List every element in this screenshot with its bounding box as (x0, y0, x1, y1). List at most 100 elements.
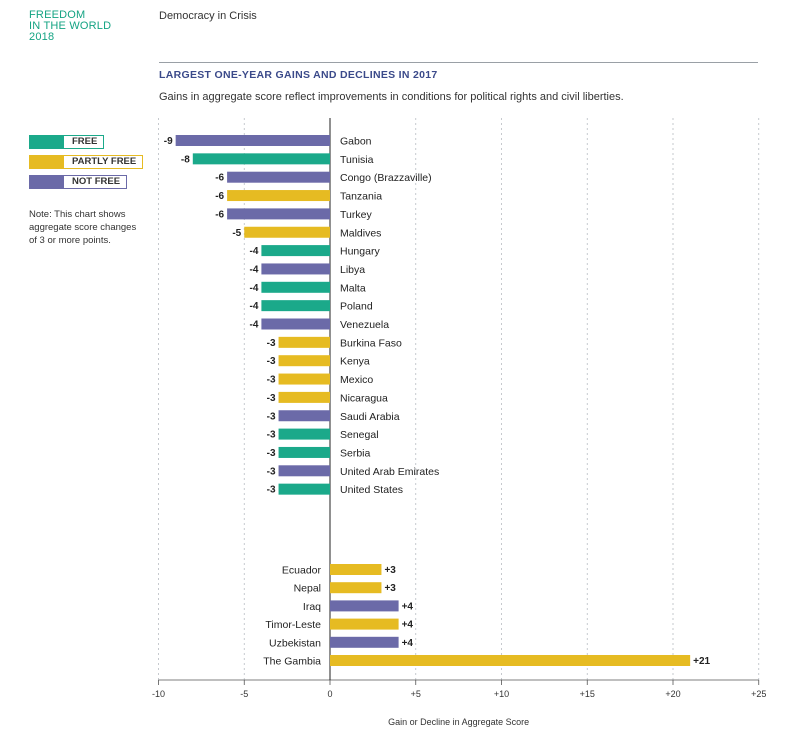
bar-value-label: -4 (249, 301, 258, 312)
bar (261, 245, 330, 257)
country-label: Timor-Leste (265, 619, 321, 631)
country-label: Burkina Faso (340, 337, 402, 349)
chart-note: Note: This chart shows aggregate score c… (29, 209, 137, 246)
country-label: Tunisia (340, 154, 374, 166)
country-label: Malta (340, 282, 366, 294)
bar (330, 655, 691, 666)
bar (261, 281, 330, 293)
country-label: Senegal (340, 429, 379, 441)
country-label: Ecuador (282, 565, 322, 577)
bar-value-label: -3 (267, 375, 276, 386)
legend-item-not-free: NOT FREE (29, 175, 143, 189)
country-label: Nepal (294, 583, 321, 595)
country-label: The Gambia (263, 656, 321, 668)
bar (330, 636, 399, 648)
country-label: Tanzania (340, 191, 382, 203)
x-tick-label: +15 (580, 689, 595, 699)
bar-value-label: -3 (267, 338, 276, 349)
country-label: Congo (Brazzaville) (340, 172, 432, 184)
legend: FREE PARTLY FREE NOT FREE (29, 135, 144, 195)
legend-label-partly-free: PARTLY FREE (64, 155, 144, 169)
bar-value-label: -6 (215, 191, 224, 202)
country-label: Nicaragua (340, 392, 388, 404)
bar-value-label: +3 (384, 583, 396, 594)
country-label: Hungary (340, 246, 380, 258)
x-tick-label: +10 (494, 689, 509, 699)
country-label: Gabon (340, 136, 372, 148)
bar-value-label: -6 (215, 209, 224, 220)
bar (278, 446, 330, 458)
header-rule (159, 62, 758, 63)
country-label: Kenya (340, 356, 370, 368)
legend-item-partly-free: PARTLY FREE (29, 155, 144, 169)
bar-value-label: +21 (693, 656, 710, 667)
publication-brand: FREEDOM IN THE WORLD 2018 (29, 10, 111, 43)
country-label: Maldives (340, 227, 381, 239)
bar-value-label: -4 (249, 246, 258, 257)
bar-value-label: -3 (267, 466, 276, 477)
bar-value-label: +3 (384, 565, 396, 576)
x-axis-label: Gain or Decline in Aggregate Score (388, 717, 529, 727)
country-label: United States (340, 484, 403, 496)
bar (261, 300, 330, 312)
bar-value-label: -3 (267, 448, 276, 459)
bar-value-label: -3 (267, 393, 276, 404)
brand-line-3: 2018 (29, 31, 55, 43)
bar-value-label: -6 (215, 173, 224, 184)
legend-item-free: FREE (29, 135, 143, 149)
chart-title: LARGEST ONE-YEAR GAINS AND DECLINES IN 2… (159, 69, 438, 81)
bar-value-label: -3 (267, 411, 276, 422)
x-tick-label: +20 (665, 689, 680, 699)
chart-subtitle: Gains in aggregate score reflect improve… (159, 91, 624, 103)
bar (278, 391, 330, 403)
bar (278, 483, 330, 495)
bar (192, 153, 330, 165)
bar-value-label: -3 (267, 356, 276, 367)
bar (278, 373, 330, 385)
x-tick-label: 0 (327, 689, 332, 699)
bar (330, 618, 399, 630)
bar-value-label: +4 (402, 620, 414, 631)
country-label: Venezuela (340, 319, 389, 331)
bar (244, 226, 330, 238)
country-label: Poland (340, 301, 373, 313)
country-label: Turkey (340, 209, 372, 221)
bar (227, 171, 330, 183)
x-tick-label: +25 (751, 689, 766, 699)
country-label: Libya (340, 264, 365, 276)
country-label: United Arab Emirates (340, 466, 439, 478)
x-tick-label: -5 (240, 689, 248, 699)
country-label: Serbia (340, 447, 371, 459)
legend-swatch-not-free (29, 175, 64, 189)
bar-value-label: -5 (232, 228, 241, 239)
bar (330, 600, 399, 612)
country-label: Saudi Arabia (340, 411, 400, 423)
bar-value-label: +4 (402, 601, 414, 612)
bar-value-label: -3 (267, 430, 276, 441)
legend-swatch-partly-free (29, 155, 64, 169)
bar (278, 465, 330, 477)
bar (278, 336, 330, 348)
bar-value-label: -4 (249, 264, 258, 275)
x-tick-label: -10 (152, 689, 165, 699)
bar-value-label: +4 (402, 638, 414, 649)
bar (227, 208, 330, 220)
brand-line-1: FREEDOM (29, 9, 86, 21)
bar (278, 410, 330, 422)
section-title: Democracy in Crisis (159, 10, 257, 22)
bar-value-label: -9 (164, 136, 173, 147)
bar (227, 190, 330, 202)
brand-line-2: IN THE WORLD (29, 20, 112, 32)
bar (278, 355, 330, 367)
bar (175, 135, 330, 146)
bar (278, 428, 330, 440)
x-tick-label: +5 (411, 689, 421, 699)
bar (330, 582, 382, 594)
legend-label-not-free: NOT FREE (64, 175, 128, 189)
country-label: Iraq (303, 601, 321, 613)
legend-swatch-free (29, 135, 64, 149)
bar-value-label: -4 (249, 283, 258, 294)
country-label: Uzbekistan (269, 637, 321, 649)
bar (261, 263, 330, 275)
